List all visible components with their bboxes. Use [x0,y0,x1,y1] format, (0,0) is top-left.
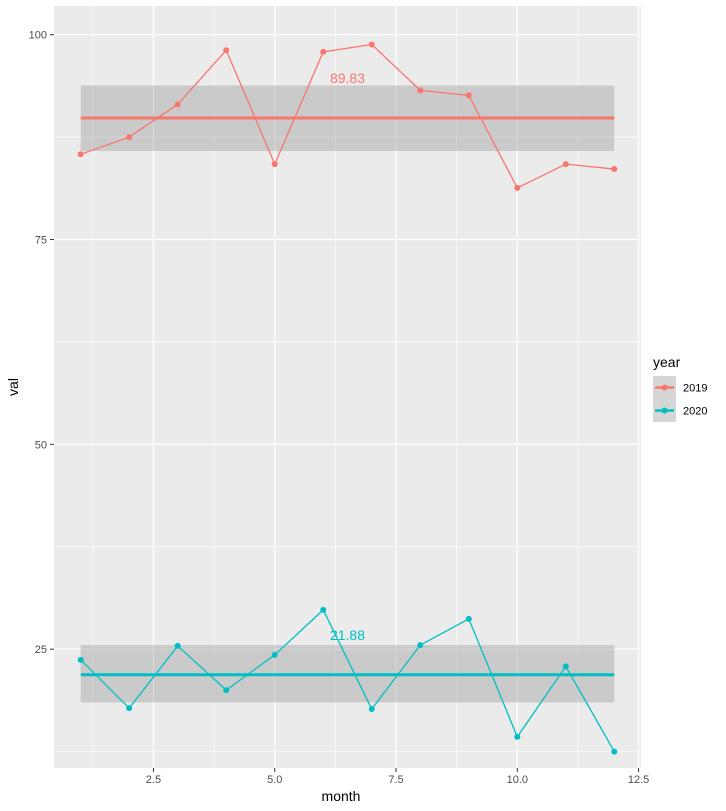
legend-title: year [653,354,681,370]
data-point-2020 [465,615,472,622]
data-point-2019 [320,48,327,55]
data-point-2019 [223,47,230,54]
plot-background [54,6,641,768]
data-point-2020 [77,656,84,663]
data-point-2019 [611,166,618,173]
legend-label-2019: 2019 [683,383,707,395]
data-point-2020 [223,687,230,694]
mean-label-2019: 89.83 [330,70,365,86]
y-tick-label: 25 [35,644,47,656]
y-tick-label: 75 [35,235,47,247]
data-point-2020 [417,642,424,649]
data-point-2020 [514,733,521,740]
grid [54,6,641,768]
data-point-2019 [562,161,569,168]
axes: 2.5 5.0 7.5 10.0 12.5 25 50 75 100 [29,30,650,786]
data-point-2020 [174,642,181,649]
data-point-2019 [126,134,133,141]
mean-labels: 89.83 21.88 [330,70,365,643]
data-point-2019 [465,92,472,99]
series-line-2019 [80,43,615,189]
x-tick-label: 10.0 [507,774,528,786]
data-point-2020 [562,663,569,670]
data-point-2019 [174,101,181,108]
data-point-2020 [271,651,278,658]
x-axis-title: month [322,788,361,804]
data-point-2020 [126,705,133,712]
x-tick-label: 5.0 [267,774,282,786]
data-point-2019 [77,151,84,158]
data-point-2020 [368,706,375,713]
legend-key-point-2019 [661,384,668,391]
y-tick-label: 100 [29,30,47,42]
legend-items: 2019 2020 [653,376,707,422]
data-point-2019 [417,87,424,94]
y-axis-title: val [5,378,21,396]
mean-label-2020: 21.88 [330,627,365,643]
x-tick-label: 7.5 [388,774,403,786]
legend-key-point-2020 [661,407,668,414]
legend-label-2020: 2020 [683,406,707,418]
data-point-2019 [271,161,278,168]
series-layer [77,41,618,755]
x-tick-label: 12.5 [628,774,649,786]
y-tick-label: 50 [35,439,47,451]
data-point-2020 [611,748,618,755]
data-point-2019 [514,184,521,191]
x-tick-label: 2.5 [146,774,161,786]
data-point-2019 [368,41,375,48]
data-point-2020 [320,606,327,613]
legend: year 2019 2020 [653,354,707,422]
series-line-2020 [80,608,615,752]
